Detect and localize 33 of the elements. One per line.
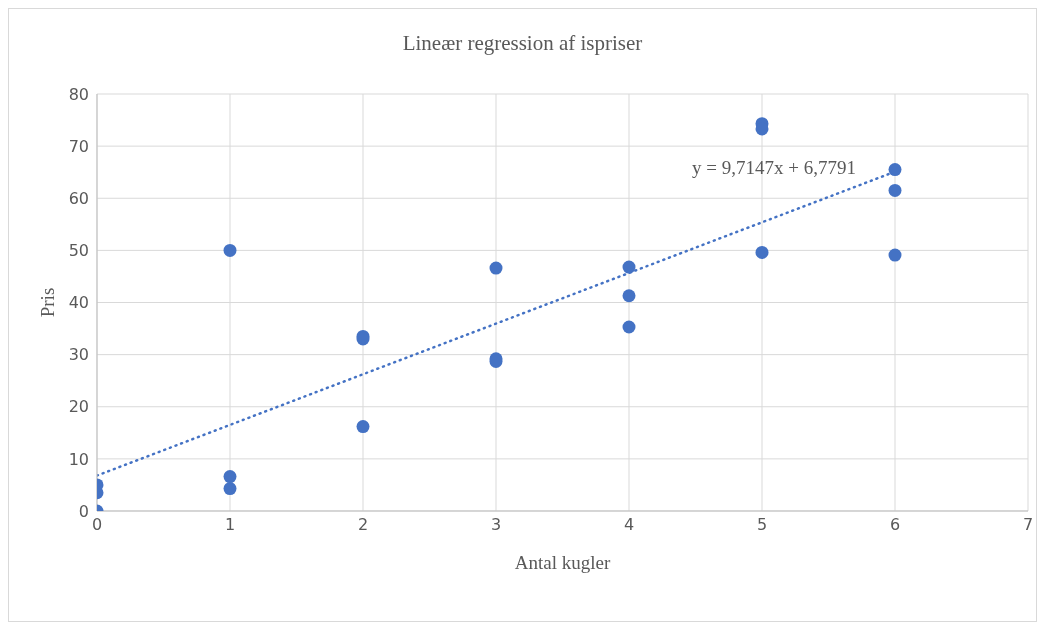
point xyxy=(223,470,237,484)
annotation: y = 9,7147x + 6,7791 xyxy=(692,157,856,179)
x-tick-label: 0 xyxy=(91,515,103,535)
point xyxy=(888,248,902,262)
x-tick-label: 5 xyxy=(756,515,768,535)
point xyxy=(489,261,503,275)
point xyxy=(356,420,370,434)
x-tick-label: 3 xyxy=(490,515,502,535)
y-tick-label: 10 xyxy=(68,449,89,469)
y-tick-label: 50 xyxy=(68,241,89,261)
chart-title: Lineær regression af ispriser xyxy=(401,31,644,56)
point xyxy=(888,183,902,197)
y-axis-title: Pris xyxy=(36,287,58,318)
y-tick-label: 0 xyxy=(78,501,89,521)
y-tick-label: 20 xyxy=(68,397,89,417)
point xyxy=(622,289,636,303)
y-tick-label: 40 xyxy=(68,293,89,313)
y-tick-label: 80 xyxy=(68,84,89,104)
x-tick-label: 2 xyxy=(357,515,369,535)
point xyxy=(622,260,636,274)
point xyxy=(622,320,636,334)
point xyxy=(755,245,769,259)
point xyxy=(888,163,902,177)
y-tick-label: 30 xyxy=(68,345,89,365)
x-tick-label: 4 xyxy=(623,515,635,535)
x-tick-label: 1 xyxy=(224,515,236,535)
y-tick-label: 60 xyxy=(68,188,89,208)
x-axis-title: Antal kugler xyxy=(514,552,611,573)
x-tick-label: 6 xyxy=(889,515,901,535)
point xyxy=(223,243,237,257)
point xyxy=(223,482,237,496)
y-tick-label: 70 xyxy=(68,136,89,156)
x-tick-label: 7 xyxy=(1022,515,1034,535)
